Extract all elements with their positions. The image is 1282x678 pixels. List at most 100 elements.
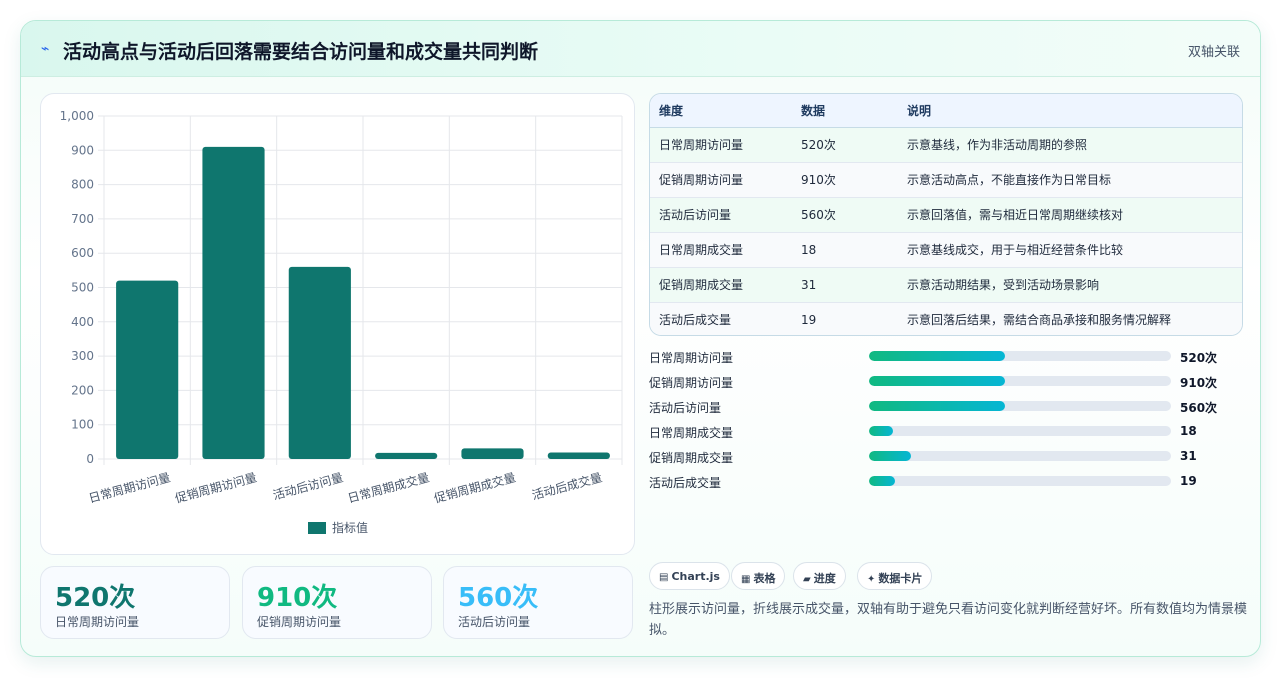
kpi-label: 活动后访问量 bbox=[458, 615, 531, 629]
y-tick-label: 900 bbox=[71, 143, 94, 157]
chip-label: 进度 bbox=[813, 572, 836, 585]
progress-row: 活动后访问量 560次 bbox=[649, 396, 1249, 421]
progress-track bbox=[869, 476, 1171, 486]
progress-row: 日常周期访问量 520次 bbox=[649, 346, 1249, 371]
bar bbox=[461, 448, 524, 459]
progress-track bbox=[869, 451, 1171, 461]
column-header: 数据 bbox=[792, 94, 898, 128]
progress-track bbox=[869, 351, 1171, 361]
progress-label: 活动后成交量 bbox=[649, 476, 722, 490]
kpi-value: 910次 bbox=[257, 583, 338, 613]
x-tick-label: 日常周期访问量 bbox=[87, 470, 172, 505]
column-header: 说明 bbox=[898, 94, 1242, 128]
kpi-label: 日常周期访问量 bbox=[55, 615, 140, 629]
table-row: 活动后访问量 560次 示意回落值，需与相近日常周期继续核对 bbox=[650, 197, 1242, 233]
progress-label: 日常周期成交量 bbox=[649, 426, 734, 440]
table-cell: 活动后成交量 bbox=[650, 302, 792, 335]
table-row: 日常周期成交量 18 示意基线成交，用于与相近经营条件比较 bbox=[650, 232, 1242, 268]
progress-fill bbox=[869, 476, 895, 486]
progress-fill bbox=[869, 351, 1005, 361]
chip-label: Chart.js bbox=[671, 570, 720, 583]
progress-fill bbox=[869, 451, 912, 461]
y-tick-label: 800 bbox=[71, 178, 94, 192]
progress-track bbox=[869, 401, 1171, 411]
legend-swatch bbox=[308, 522, 326, 534]
data-table: 维度 数据 说明 日常周期访问量 520次 示意基线，作为非活动周期的参照 促销… bbox=[650, 94, 1242, 335]
bar bbox=[288, 266, 351, 459]
bar-chart-panel: 0 100 200 300 400 500 600 700 800 900 1,000 日常周期访问量… bbox=[40, 93, 635, 555]
progress-track bbox=[869, 426, 1171, 436]
card-header: ⌁ 活动高点与活动后回落需要结合访问量和成交量共同判断 双轴关联 bbox=[21, 21, 1260, 77]
y-tick-label: 700 bbox=[71, 212, 94, 226]
table-row: 促销周期访问量 910次 示意活动高点，不能直接作为日常目标 bbox=[650, 162, 1242, 198]
kpi-value: 560次 bbox=[458, 583, 539, 613]
progress-value: 19 bbox=[1180, 474, 1197, 488]
progress-value: 520次 bbox=[1180, 351, 1218, 365]
table-row: 活动后成交量 19 示意回落后结果，需结合商品承接和服务情况解释 bbox=[650, 302, 1242, 335]
table-cell: 18 bbox=[792, 232, 898, 268]
table-cell: 示意基线，作为非活动周期的参照 bbox=[898, 127, 1242, 163]
table-cell: 活动后访问量 bbox=[650, 197, 792, 233]
y-tick-label: 300 bbox=[71, 349, 94, 363]
x-tick-label: 促销周期成交量 bbox=[432, 469, 517, 505]
table-icon: ▦ bbox=[741, 574, 751, 585]
y-tick-label: 600 bbox=[71, 246, 94, 260]
y-tick-label: 100 bbox=[71, 418, 94, 432]
table-cell: 示意活动期结果，受到活动场景影响 bbox=[898, 267, 1242, 303]
progress-label: 促销周期访问量 bbox=[649, 376, 734, 390]
progress-fill bbox=[869, 401, 1005, 411]
bar bbox=[116, 280, 179, 459]
table-cell: 910次 bbox=[792, 162, 898, 198]
data-table-panel: 维度 数据 说明 日常周期访问量 520次 示意基线，作为非活动周期的参照 促销… bbox=[649, 93, 1243, 336]
kpi-label: 促销周期访问量 bbox=[257, 615, 342, 629]
x-tick-label: 活动后访问量 bbox=[271, 470, 344, 502]
chip-progress[interactable]: ▰ 进度 bbox=[793, 562, 846, 590]
progress-fill bbox=[869, 376, 1005, 386]
header-tag: 双轴关联 bbox=[1187, 45, 1240, 60]
table-cell: 日常周期成交量 bbox=[650, 232, 792, 268]
x-tick-label: 促销周期访问量 bbox=[174, 470, 259, 505]
progress-row: 促销周期访问量 910次 bbox=[649, 371, 1249, 396]
chip-label: 数据卡片 bbox=[878, 572, 923, 585]
table-cell: 31 bbox=[792, 267, 898, 303]
sparkle-icon: ✦ bbox=[867, 574, 876, 585]
table-cell: 示意基线成交，用于与相近经营条件比较 bbox=[898, 232, 1242, 268]
y-tick-label: 0 bbox=[86, 452, 94, 466]
table-cell: 520次 bbox=[792, 127, 898, 163]
table-row: 促销周期成交量 31 示意活动期结果，受到活动场景影响 bbox=[650, 267, 1242, 303]
progress-value: 910次 bbox=[1180, 376, 1218, 390]
table-cell: 示意回落后结果，需结合商品承接和服务情况解释 bbox=[898, 302, 1242, 335]
progress-row: 活动后成交量 19 bbox=[649, 471, 1249, 496]
chip-data-card[interactable]: ✦ 数据卡片 bbox=[857, 562, 933, 590]
chip-label: 表格 bbox=[753, 572, 776, 585]
chip-chartjs[interactable]: ▤ Chart.js bbox=[649, 562, 730, 590]
kpi-card-post-visits: 560次 活动后访问量 bbox=[443, 566, 633, 639]
table-cell: 促销周期成交量 bbox=[650, 267, 792, 303]
progress-list: 日常周期访问量 520次 促销周期访问量 910次 活动后访问量 560次 日常… bbox=[649, 346, 1249, 496]
progress-label: 日常周期访问量 bbox=[649, 351, 734, 365]
chart-icon: ▤ bbox=[659, 572, 669, 583]
table-cell: 促销周期访问量 bbox=[650, 162, 792, 198]
chip-table[interactable]: ▦ 表格 bbox=[731, 562, 786, 590]
pulse-icon: ⌁ bbox=[41, 41, 50, 57]
progress-track bbox=[869, 376, 1171, 386]
progress-fill bbox=[869, 426, 894, 436]
table-cell: 日常周期访问量 bbox=[650, 127, 792, 163]
legend-label: 指标值 bbox=[332, 520, 368, 535]
kpi-value: 520次 bbox=[55, 583, 136, 613]
table-cell: 示意回落值，需与相近日常周期继续核对 bbox=[898, 197, 1242, 233]
progress-value: 18 bbox=[1180, 424, 1197, 438]
y-tick-label: 200 bbox=[71, 383, 94, 397]
kpi-card-daily-visits: 520次 日常周期访问量 bbox=[40, 566, 230, 639]
column-header: 维度 bbox=[650, 94, 792, 128]
y-tick-label: 400 bbox=[71, 315, 94, 329]
bar bbox=[547, 452, 610, 459]
x-tick-label: 日常周期成交量 bbox=[346, 469, 431, 505]
bar bbox=[202, 146, 265, 459]
progress-value: 31 bbox=[1180, 449, 1197, 463]
x-tick-label: 活动后成交量 bbox=[530, 469, 603, 502]
table-header-row: 维度 数据 说明 bbox=[650, 94, 1242, 128]
page-title: 活动高点与活动后回落需要结合访问量和成交量共同判断 bbox=[63, 41, 539, 63]
dashboard-card: ⌁ 活动高点与活动后回落需要结合访问量和成交量共同判断 双轴关联 0 100 200… bbox=[20, 20, 1261, 657]
table-cell: 560次 bbox=[792, 197, 898, 233]
